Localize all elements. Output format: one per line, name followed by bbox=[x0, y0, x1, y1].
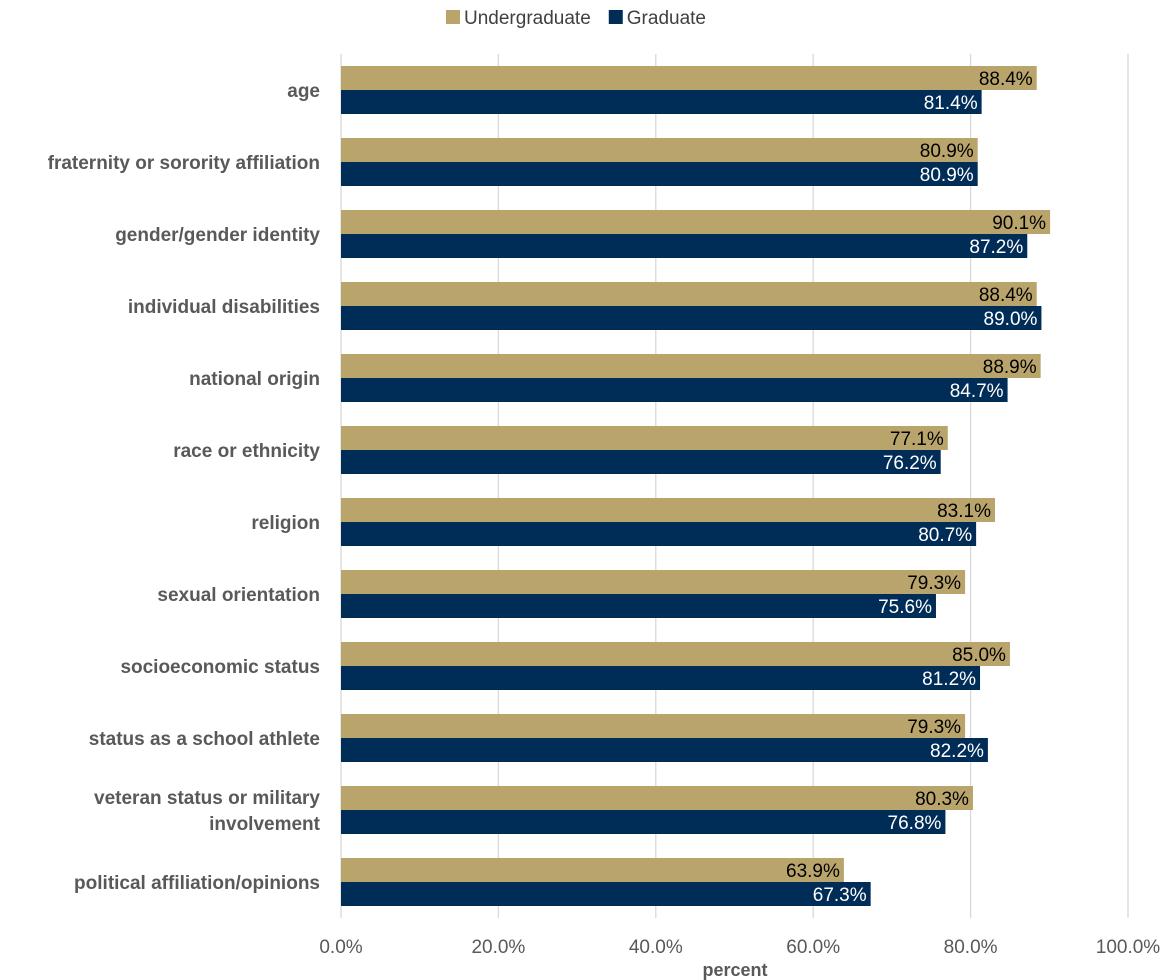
legend-item: Graduate bbox=[608, 8, 706, 29]
legend-swatch bbox=[446, 10, 460, 24]
data-label: 81.4% bbox=[924, 93, 978, 114]
x-tick-label: 60.0% bbox=[786, 937, 840, 958]
data-label: 80.9% bbox=[920, 165, 974, 186]
x-axis-ticks: 0.0% 20.0% 40.0% 60.0% 80.0% 100.0% bbox=[319, 937, 1160, 958]
bar-undergraduate bbox=[341, 354, 1041, 378]
data-label: 82.2% bbox=[930, 741, 984, 762]
category-label: individual disabilities bbox=[128, 297, 320, 318]
bar-graduate bbox=[341, 738, 988, 762]
data-label: 84.7% bbox=[950, 381, 1004, 402]
bar-graduate bbox=[341, 90, 982, 114]
data-label: 80.9% bbox=[920, 141, 974, 162]
data-label: 87.2% bbox=[969, 237, 1023, 258]
legend-swatch bbox=[608, 10, 623, 24]
data-label: 79.3% bbox=[907, 573, 961, 594]
data-label: 63.9% bbox=[786, 861, 840, 882]
category-label: status as a school athlete bbox=[89, 729, 320, 750]
bar-graduate bbox=[341, 810, 946, 834]
bar-undergraduate bbox=[341, 714, 966, 738]
legend-label: Graduate bbox=[627, 8, 706, 29]
data-label: 76.2% bbox=[883, 453, 937, 474]
bar-graduate bbox=[341, 594, 936, 618]
x-tick-label: 20.0% bbox=[471, 937, 525, 958]
bar-undergraduate bbox=[341, 426, 948, 450]
category-label: national origin bbox=[189, 369, 320, 390]
legend-label: Undergraduate bbox=[464, 8, 591, 29]
data-label: 89.0% bbox=[984, 309, 1038, 330]
bar-graduate bbox=[341, 306, 1042, 330]
data-label: 81.2% bbox=[922, 669, 976, 690]
bar-undergraduate bbox=[341, 138, 978, 162]
x-axis-title: percent bbox=[702, 960, 767, 980]
bar-graduate bbox=[341, 522, 977, 546]
category-label: socioeconomic status bbox=[120, 657, 320, 678]
category-labels: age fraternity or sorority affiliation gen… bbox=[48, 81, 321, 894]
data-label: 77.1% bbox=[890, 429, 944, 450]
data-label: 83.1% bbox=[937, 501, 991, 522]
bar-graduate bbox=[341, 234, 1028, 258]
bar-undergraduate bbox=[341, 786, 973, 810]
bar-undergraduate bbox=[341, 858, 844, 882]
category-label: gender/gender identity bbox=[115, 225, 320, 246]
legend: Undergraduate Graduate bbox=[446, 8, 706, 29]
category-label: age bbox=[287, 81, 320, 102]
bar-undergraduate bbox=[341, 210, 1051, 234]
bar-undergraduate bbox=[341, 570, 966, 594]
bar-graduate bbox=[341, 882, 871, 906]
data-label: 88.4% bbox=[979, 285, 1033, 306]
data-label: 90.1% bbox=[992, 213, 1046, 234]
x-tick-label: 40.0% bbox=[629, 937, 683, 958]
data-label: 79.3% bbox=[907, 717, 961, 738]
category-label: race or ethnicity bbox=[173, 441, 320, 462]
bars: 88.4%81.4%80.9%80.9%90.1%87.2%88.4%89.0%… bbox=[341, 66, 1051, 906]
bar-undergraduate bbox=[341, 282, 1037, 306]
x-tick-label: 80.0% bbox=[944, 937, 998, 958]
bar-graduate bbox=[341, 378, 1008, 402]
bar-undergraduate bbox=[341, 498, 995, 522]
category-label: fraternity or sorority affiliation bbox=[48, 153, 320, 174]
legend-item: Undergraduate bbox=[446, 8, 591, 29]
bar-undergraduate bbox=[341, 66, 1037, 90]
x-tick-label: 100.0% bbox=[1096, 937, 1161, 958]
bar-graduate bbox=[341, 450, 941, 474]
data-label: 88.9% bbox=[983, 357, 1037, 378]
data-label: 88.4% bbox=[979, 69, 1033, 90]
category-label: religion bbox=[251, 513, 320, 534]
data-label: 85.0% bbox=[952, 645, 1006, 666]
data-label: 80.7% bbox=[918, 525, 972, 546]
data-label: 80.3% bbox=[915, 789, 969, 810]
x-tick-label: 0.0% bbox=[319, 937, 362, 958]
data-label: 75.6% bbox=[878, 597, 932, 618]
bar-undergraduate bbox=[341, 642, 1010, 666]
bar-graduate bbox=[341, 162, 978, 186]
gridlines bbox=[340, 54, 1129, 918]
category-label: veteran status or military involvement bbox=[94, 788, 321, 835]
category-label: sexual orientation bbox=[157, 585, 320, 606]
category-label: political affiliation/opinions bbox=[74, 873, 320, 894]
data-label: 67.3% bbox=[813, 885, 867, 906]
bar-graduate bbox=[341, 666, 981, 690]
data-label: 76.8% bbox=[888, 813, 942, 834]
